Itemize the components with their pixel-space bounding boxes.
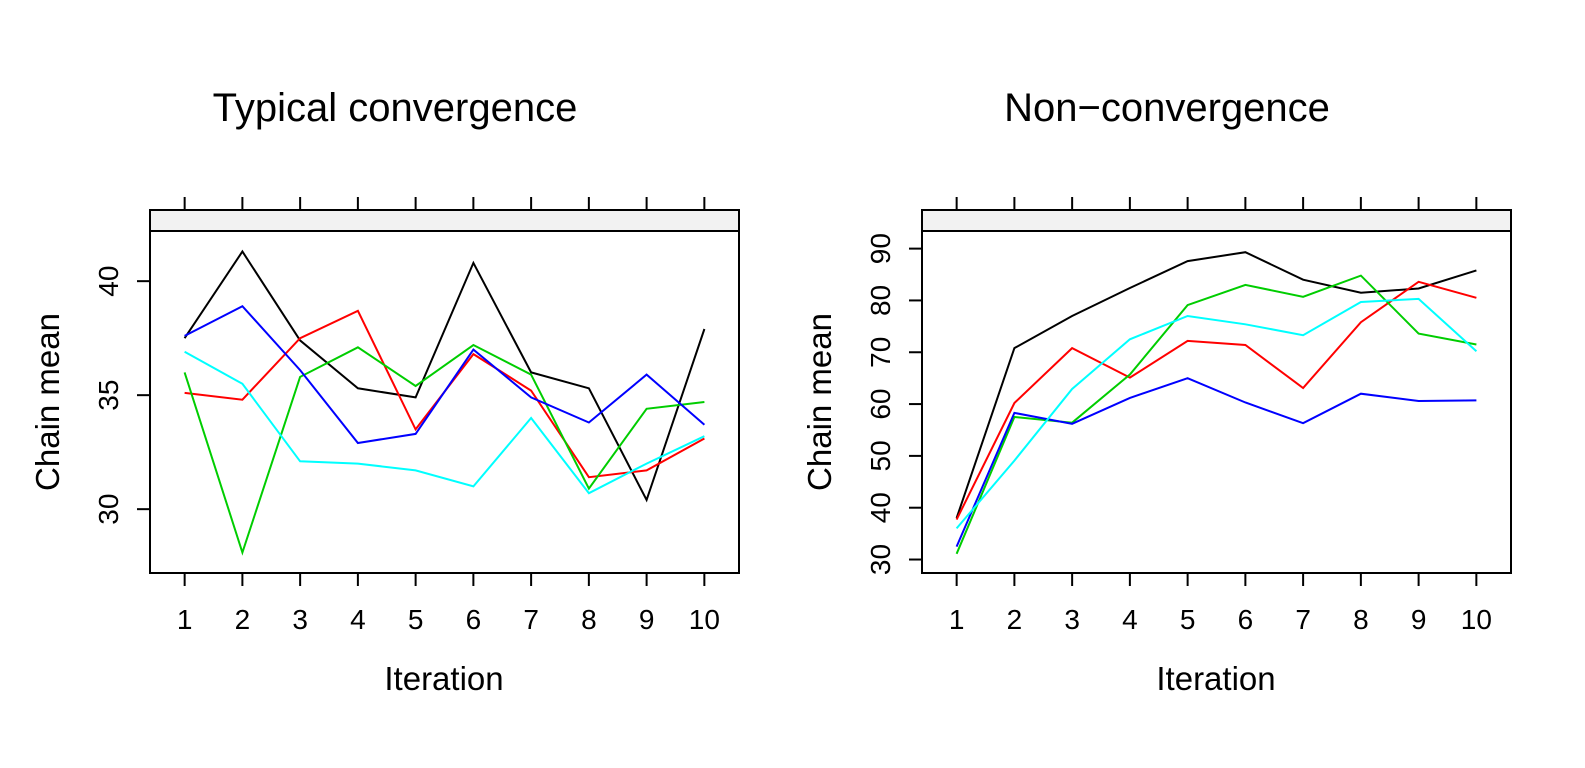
y-axis-label: Chain mean <box>801 313 838 491</box>
strip-header <box>149 209 740 232</box>
series-line-1 <box>955 251 1477 519</box>
x-ticks-top <box>183 197 706 210</box>
x-tick-label: 4 <box>1122 604 1138 635</box>
panel-typical-convergence: Typical convergence 1 2 3 4 5 6 7 8 9 10 30 35 40 I… <box>29 86 740 697</box>
y-tick-label: 30 <box>865 544 896 575</box>
y-axis-label: Chain mean <box>29 313 66 491</box>
series-line-2 <box>184 309 705 479</box>
x-tick-label: 8 <box>581 604 597 635</box>
x-tick-label: 9 <box>1411 604 1427 635</box>
x-tick-label: 1 <box>949 604 965 635</box>
x-tick-label: 9 <box>639 604 655 635</box>
y-tick-label: 60 <box>865 388 896 419</box>
x-tick-label: 10 <box>689 604 720 635</box>
x-tick-label: 5 <box>1180 604 1196 635</box>
series-line-5 <box>184 350 705 495</box>
x-tick-label: 1 <box>177 604 193 635</box>
series-lines <box>183 249 706 556</box>
plot-area: 1 2 3 4 5 6 7 8 9 10 30 35 40 <box>93 197 740 635</box>
y-tick-label: 90 <box>865 233 896 264</box>
x-ticks-bottom <box>955 573 1478 586</box>
x-ticks-top <box>955 197 1478 210</box>
series-line-3 <box>183 343 705 556</box>
y-tick-labels: 30 40 50 60 70 80 90 <box>865 233 896 575</box>
x-tick-labels: 1 2 3 4 5 6 7 8 9 10 <box>949 604 1492 635</box>
x-tick-label: 3 <box>1064 604 1080 635</box>
y-ticks <box>137 280 150 511</box>
y-tick-labels: 30 35 40 <box>93 266 124 525</box>
series-line-3 <box>955 274 1477 555</box>
x-axis-label: Iteration <box>1156 660 1275 697</box>
x-tick-label: 2 <box>235 604 251 635</box>
y-tick-label: 80 <box>865 285 896 316</box>
x-tick-label: 4 <box>350 604 366 635</box>
x-tick-label: 2 <box>1007 604 1023 635</box>
x-tick-label: 7 <box>523 604 539 635</box>
y-ticks <box>909 247 922 561</box>
x-tick-labels: 1 2 3 4 5 6 7 8 9 10 <box>177 604 720 635</box>
series-line-4 <box>955 377 1477 547</box>
x-ticks-bottom <box>183 573 706 586</box>
plot-frame <box>149 230 740 574</box>
y-tick-label: 70 <box>865 337 896 368</box>
x-tick-label: 6 <box>466 604 482 635</box>
series-line-4 <box>184 304 706 445</box>
panel-non-convergence: Non−convergence 1 2 3 4 5 6 7 8 9 10 30 40 50 60 70 80… <box>801 86 1512 697</box>
x-tick-label: 5 <box>408 604 424 635</box>
series-lines <box>955 251 1478 555</box>
x-tick-label: 3 <box>292 604 308 635</box>
series-line-2 <box>955 280 1477 521</box>
chart-title: Typical convergence <box>213 86 578 130</box>
strip-header <box>921 209 1512 232</box>
y-tick-label: 35 <box>93 380 124 411</box>
series-line-1 <box>183 249 706 503</box>
y-tick-label: 50 <box>865 440 896 471</box>
series-line-5 <box>955 297 1478 530</box>
x-tick-label: 10 <box>1461 604 1492 635</box>
plot-frame <box>921 230 1512 574</box>
y-tick-label: 30 <box>93 494 124 525</box>
x-axis-label: Iteration <box>384 660 503 697</box>
y-tick-label: 40 <box>93 266 124 297</box>
x-tick-label: 7 <box>1295 604 1311 635</box>
y-tick-label: 40 <box>865 492 896 523</box>
x-tick-label: 8 <box>1353 604 1369 635</box>
chart-title: Non−convergence <box>1004 86 1330 130</box>
plot-area: 1 2 3 4 5 6 7 8 9 10 30 40 50 60 70 80 90 <box>865 197 1512 635</box>
x-tick-label: 6 <box>1238 604 1254 635</box>
